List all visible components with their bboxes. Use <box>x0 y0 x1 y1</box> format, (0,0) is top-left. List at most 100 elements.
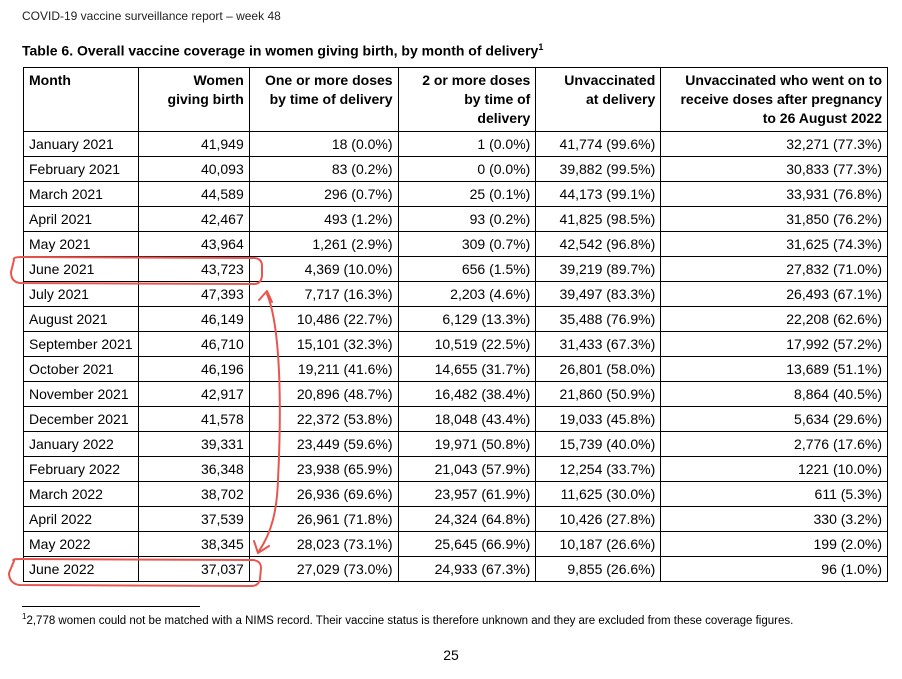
cell-unvaccinated: 21,860 (50.9%) <box>535 381 662 407</box>
cell-unvaccinated-after-pregnancy: 96 (1.0%) <box>660 556 888 582</box>
cell-one-or-more-doses: 10,486 (22.7%) <box>248 306 399 332</box>
cell-unvaccinated-after-pregnancy: 22,208 (62.6%) <box>660 306 888 332</box>
cell-two-or-more-doses: 0 (0.0%) <box>397 156 537 182</box>
table-row: May 2022 38,345 28,023 (73.1%) 25,645 (66.9… <box>23 531 888 557</box>
header-women-giving-birth: Women giving birth <box>137 67 250 132</box>
cell-women-giving-birth: 36,348 <box>137 456 250 482</box>
cell-one-or-more-doses: 28,023 (73.1%) <box>248 531 399 557</box>
cell-one-or-more-doses: 7,717 (16.3%) <box>248 281 399 307</box>
cell-women-giving-birth: 47,393 <box>137 281 250 307</box>
cell-two-or-more-doses: 25 (0.1%) <box>397 181 537 207</box>
coverage-table: Month Women giving birth One or more dose… <box>23 67 888 582</box>
table-row: August 2021 46,149 10,486 (22.7%) 6,129 (13… <box>23 306 888 332</box>
footnote: 12,778 women could not be matched with a… <box>22 612 793 627</box>
table-row: April 2021 42,467 493 (1.2%) 93 (0.2%) 41,82… <box>23 206 888 232</box>
cell-women-giving-birth: 46,149 <box>137 306 250 332</box>
cell-unvaccinated-after-pregnancy: 611 (5.3%) <box>660 481 888 507</box>
cell-month: February 2022 <box>23 456 139 482</box>
cell-women-giving-birth: 40,093 <box>137 156 250 182</box>
table-title-footnote-marker: 1 <box>538 42 544 52</box>
cell-two-or-more-doses: 21,043 (57.9%) <box>397 456 537 482</box>
cell-month: March 2021 <box>23 181 139 207</box>
cell-month: July 2021 <box>23 281 139 307</box>
cell-women-giving-birth: 41,949 <box>137 131 250 157</box>
cell-unvaccinated-after-pregnancy: 199 (2.0%) <box>660 531 888 557</box>
cell-month: September 2021 <box>23 331 139 357</box>
cell-two-or-more-doses: 309 (0.7%) <box>397 231 537 257</box>
cell-month: May 2021 <box>23 231 139 257</box>
table-title-text: Table 6. Overall vaccine coverage in wom… <box>22 42 539 59</box>
cell-unvaccinated: 39,882 (99.5%) <box>535 156 662 182</box>
cell-unvaccinated: 39,219 (89.7%) <box>535 256 662 282</box>
cell-two-or-more-doses: 14,655 (31.7%) <box>397 356 537 382</box>
cell-women-giving-birth: 43,723 <box>137 256 250 282</box>
cell-women-giving-birth: 42,917 <box>137 381 250 407</box>
cell-unvaccinated: 10,426 (27.8%) <box>535 506 662 532</box>
cell-one-or-more-doses: 296 (0.7%) <box>248 181 399 207</box>
footnote-text: 2,778 women could not be matched with a … <box>26 614 794 627</box>
cell-two-or-more-doses: 23,957 (61.9%) <box>397 481 537 507</box>
cell-two-or-more-doses: 18,048 (43.4%) <box>397 406 537 432</box>
cell-two-or-more-doses: 25,645 (66.9%) <box>397 531 537 557</box>
cell-month: November 2021 <box>23 381 139 407</box>
cell-one-or-more-doses: 26,961 (71.8%) <box>248 506 399 532</box>
cell-month: January 2021 <box>23 131 139 157</box>
cell-one-or-more-doses: 23,449 (59.6%) <box>248 431 399 457</box>
cell-women-giving-birth: 46,710 <box>137 331 250 357</box>
cell-unvaccinated: 26,801 (58.0%) <box>535 356 662 382</box>
cell-unvaccinated-after-pregnancy: 17,992 (57.2%) <box>660 331 888 357</box>
header-unvaccinated: Unvaccinated at delivery <box>535 67 662 132</box>
cell-unvaccinated: 42,542 (96.8%) <box>535 231 662 257</box>
footnote-marker: 1 <box>22 612 27 621</box>
cell-unvaccinated: 15,739 (40.0%) <box>535 431 662 457</box>
table-header-row: Month Women giving birth One or more dose… <box>23 67 888 132</box>
cell-two-or-more-doses: 19,971 (50.8%) <box>397 431 537 457</box>
cell-unvaccinated: 39,497 (83.3%) <box>535 281 662 307</box>
cell-unvaccinated-after-pregnancy: 30,833 (77.3%) <box>660 156 888 182</box>
cell-unvaccinated-after-pregnancy: 32,271 (77.3%) <box>660 131 888 157</box>
cell-women-giving-birth: 39,331 <box>137 431 250 457</box>
table-row: September 2021 46,710 15,101 (32.3%) 10,519… <box>23 331 888 357</box>
cell-one-or-more-doses: 4,369 (10.0%) <box>248 256 399 282</box>
cell-one-or-more-doses: 23,938 (65.9%) <box>248 456 399 482</box>
cell-women-giving-birth: 42,467 <box>137 206 250 232</box>
cell-unvaccinated: 31,433 (67.3%) <box>535 331 662 357</box>
table-row: January 2021 41,949 18 (0.0%) 1 (0.0%) 41,77… <box>23 131 888 157</box>
cell-women-giving-birth: 44,589 <box>137 181 250 207</box>
cell-one-or-more-doses: 18 (0.0%) <box>248 131 399 157</box>
cell-one-or-more-doses: 26,936 (69.6%) <box>248 481 399 507</box>
cell-two-or-more-doses: 656 (1.5%) <box>397 256 537 282</box>
table-row: May 2021 43,964 1,261 (2.9%) 309 (0.7%) 42,5… <box>23 231 888 257</box>
cell-month: April 2021 <box>23 206 139 232</box>
cell-unvaccinated: 41,825 (98.5%) <box>535 206 662 232</box>
header-two-or-more-doses: 2 or more doses by time of delivery <box>397 67 537 132</box>
cell-unvaccinated: 19,033 (45.8%) <box>535 406 662 432</box>
cell-unvaccinated: 41,774 (99.6%) <box>535 131 662 157</box>
cell-unvaccinated: 10,187 (26.6%) <box>535 531 662 557</box>
cell-one-or-more-doses: 1,261 (2.9%) <box>248 231 399 257</box>
cell-one-or-more-doses: 493 (1.2%) <box>248 206 399 232</box>
cell-women-giving-birth: 37,539 <box>137 506 250 532</box>
cell-month: December 2021 <box>23 406 139 432</box>
cell-two-or-more-doses: 6,129 (13.3%) <box>397 306 537 332</box>
table-row: February 2022 36,348 23,938 (65.9%) 21,043 … <box>23 456 888 482</box>
table-row: June 2022 37,037 27,029 (73.0%) 24,933 (67.… <box>23 556 888 582</box>
cell-one-or-more-doses: 83 (0.2%) <box>248 156 399 182</box>
cell-women-giving-birth: 37,037 <box>137 556 250 582</box>
cell-unvaccinated-after-pregnancy: 8,864 (40.5%) <box>660 381 888 407</box>
cell-one-or-more-doses: 20,896 (48.7%) <box>248 381 399 407</box>
cell-month: October 2021 <box>23 356 139 382</box>
cell-month: February 2021 <box>23 156 139 182</box>
cell-one-or-more-doses: 27,029 (73.0%) <box>248 556 399 582</box>
cell-unvaccinated-after-pregnancy: 330 (3.2%) <box>660 506 888 532</box>
cell-two-or-more-doses: 10,519 (22.5%) <box>397 331 537 357</box>
cell-unvaccinated-after-pregnancy: 13,689 (51.1%) <box>660 356 888 382</box>
header-month: Month <box>23 67 139 132</box>
table-row: April 2022 37,539 26,961 (71.8%) 24,324 (64… <box>23 506 888 532</box>
cell-unvaccinated: 44,173 (99.1%) <box>535 181 662 207</box>
cell-two-or-more-doses: 2,203 (4.6%) <box>397 281 537 307</box>
cell-two-or-more-doses: 24,933 (67.3%) <box>397 556 537 582</box>
cell-unvaccinated-after-pregnancy: 2,776 (17.6%) <box>660 431 888 457</box>
table-row: January 2022 39,331 23,449 (59.6%) 19,971 (… <box>23 431 888 457</box>
report-header: COVID-19 vaccine surveillance report – w… <box>22 9 281 23</box>
